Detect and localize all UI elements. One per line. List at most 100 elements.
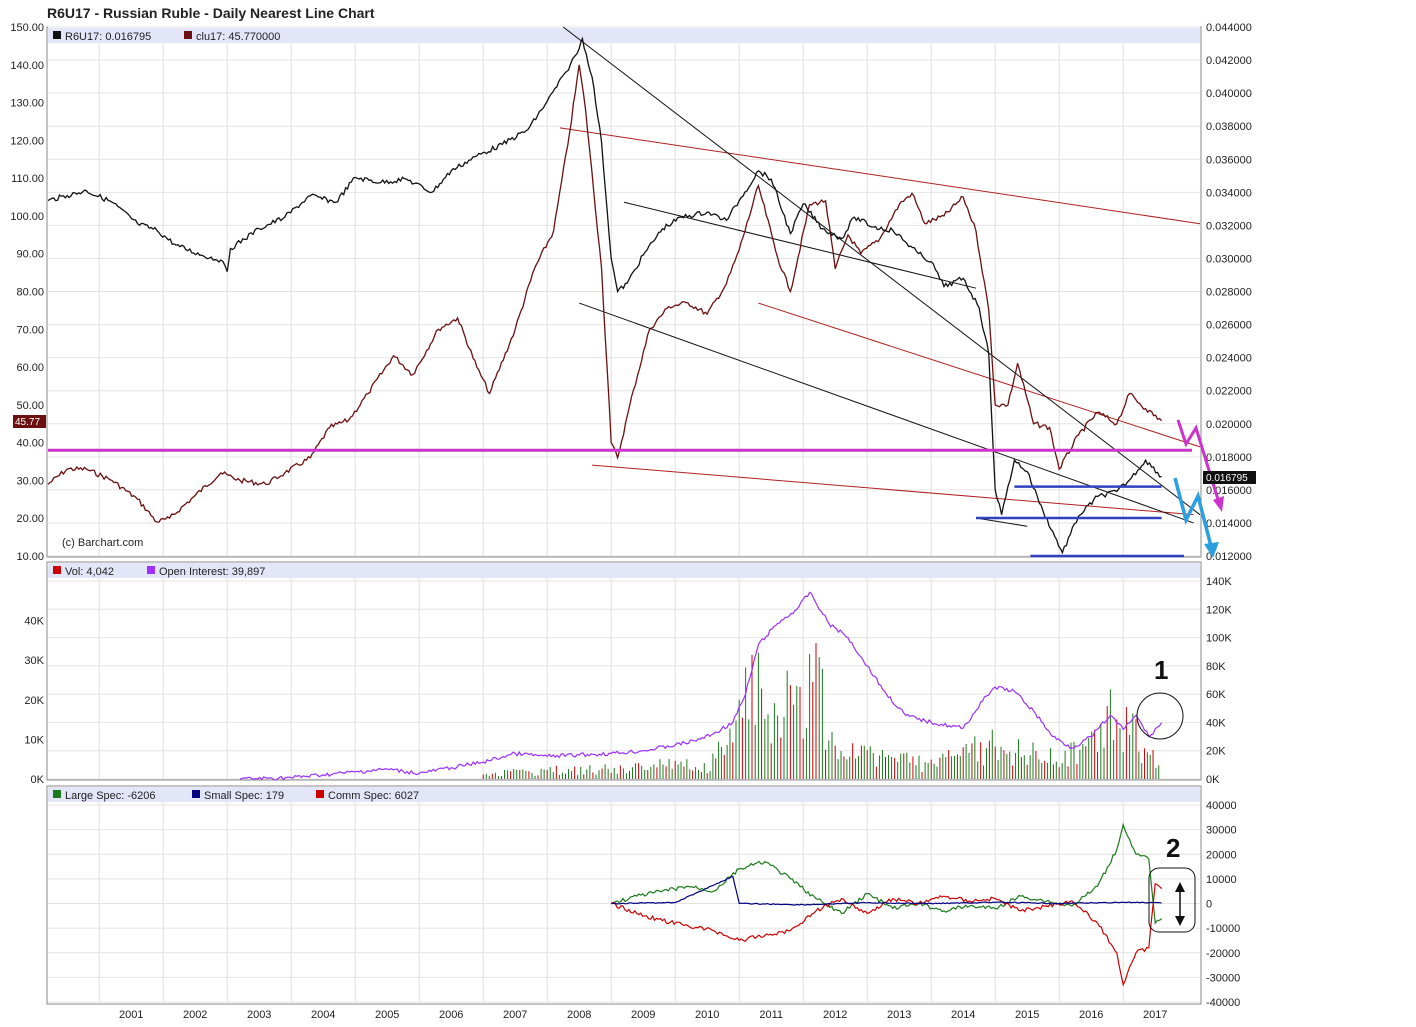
series-line-small-spec bbox=[611, 875, 1162, 906]
legend-label-small-spec: Small Spec: 179 bbox=[204, 790, 284, 802]
x-tick-label: 2002 bbox=[183, 1009, 207, 1021]
left-tick-label: 30K bbox=[24, 655, 44, 667]
left-tick-label: 10K bbox=[24, 734, 44, 746]
left-tick-label: 40K bbox=[24, 616, 44, 628]
x-tick-label: 2017 bbox=[1143, 1009, 1167, 1021]
right-tick-label: 0.024000 bbox=[1206, 353, 1252, 365]
legend-swatch-crude bbox=[184, 31, 192, 39]
right-tick-label: 0.028000 bbox=[1206, 287, 1252, 299]
right-tick-label: 0.044000 bbox=[1206, 22, 1252, 34]
right-tick-label: 0.018000 bbox=[1206, 452, 1252, 464]
left-tick-label: 140.00 bbox=[10, 60, 44, 72]
x-tick-label: 2011 bbox=[759, 1009, 783, 1021]
x-tick-label: 2016 bbox=[1079, 1009, 1103, 1021]
annotation-label-2: 2 bbox=[1166, 833, 1180, 863]
x-tick-label: 2012 bbox=[823, 1009, 847, 1021]
left-tick-label: 10.00 bbox=[16, 551, 44, 563]
legend-label-crude: clu17: 45.770000 bbox=[196, 31, 280, 43]
legend-label-large-spec: Large Spec: -6206 bbox=[65, 790, 156, 802]
double-arrow-icon bbox=[1175, 882, 1185, 926]
right-tick-label: -20000 bbox=[1206, 948, 1240, 960]
legend-swatch-volume bbox=[53, 566, 61, 574]
right-tick-label: 10000 bbox=[1206, 874, 1237, 886]
credit-label: (c) Barchart.com bbox=[62, 537, 143, 549]
arrow-magenta-head bbox=[1213, 496, 1224, 512]
right-tick-label: 0.026000 bbox=[1206, 320, 1252, 332]
right-tick-label: 0.022000 bbox=[1206, 386, 1252, 398]
right-tick-label: 80K bbox=[1206, 661, 1226, 673]
left-tick-label: 0K bbox=[31, 774, 45, 786]
trend-line-black bbox=[975, 517, 1028, 527]
x-tick-label: 2014 bbox=[951, 1009, 975, 1021]
x-tick-label: 2005 bbox=[375, 1009, 399, 1021]
right-tick-label: 0K bbox=[1206, 774, 1220, 786]
legend-label-ruble: R6U17: 0.016795 bbox=[65, 31, 151, 43]
left-tick-label: 150.00 bbox=[10, 22, 44, 34]
legend-swatch-ruble bbox=[53, 31, 61, 39]
right-tick-label: 0.014000 bbox=[1206, 518, 1252, 530]
left-tick-label: 50.00 bbox=[16, 400, 44, 412]
legend-label-comm-spec: Comm Spec: 6027 bbox=[328, 790, 419, 802]
annotations bbox=[48, 419, 1224, 558]
x-tick-label: 2008 bbox=[567, 1009, 591, 1021]
right-tick-label: 0.032000 bbox=[1206, 220, 1252, 232]
left-tick-label: 90.00 bbox=[16, 249, 44, 261]
chart-title: R6U17 - Russian Ruble - Daily Nearest Li… bbox=[47, 5, 375, 21]
x-tick-label: 2004 bbox=[311, 1009, 335, 1021]
trend-line-black bbox=[623, 201, 977, 289]
last-value-tag-ruble-bg bbox=[1203, 471, 1256, 484]
right-tick-label: 20000 bbox=[1206, 849, 1237, 861]
trend-line-red bbox=[559, 127, 1201, 225]
right-tick-label: 0.038000 bbox=[1206, 121, 1252, 133]
right-tick-label: 100K bbox=[1206, 633, 1232, 645]
right-tick-label: 60K bbox=[1206, 689, 1226, 701]
x-tick-label: 2003 bbox=[247, 1009, 271, 1021]
arrow-blue bbox=[1173, 477, 1214, 551]
left-tick-label: 30.00 bbox=[16, 475, 44, 487]
x-tick-label: 2006 bbox=[439, 1009, 463, 1021]
left-tick-label: 120.00 bbox=[10, 135, 44, 147]
right-tick-label: 140K bbox=[1206, 576, 1232, 588]
right-tick-label: 30000 bbox=[1206, 825, 1237, 837]
x-tick-label: 2013 bbox=[887, 1009, 911, 1021]
right-tick-label: -30000 bbox=[1206, 972, 1240, 984]
right-tick-label: 0.020000 bbox=[1206, 419, 1252, 431]
x-tick-label: 2007 bbox=[503, 1009, 527, 1021]
right-tick-label: 0.034000 bbox=[1206, 187, 1252, 199]
x-tick-label: 2001 bbox=[119, 1009, 143, 1021]
cot-legend-band bbox=[48, 787, 1200, 802]
right-tick-label: 0 bbox=[1206, 899, 1212, 911]
left-tick-label: 70.00 bbox=[16, 324, 44, 336]
left-tick-label: 20.00 bbox=[16, 513, 44, 525]
legend-label-open-interest: Open Interest: 39,897 bbox=[159, 566, 265, 578]
trend-lines bbox=[559, 26, 1201, 527]
right-tick-label: 0.040000 bbox=[1206, 88, 1252, 100]
series-line-large-spec bbox=[610, 822, 1162, 925]
legend-swatch-comm-spec bbox=[316, 790, 324, 798]
left-tick-label: 20K bbox=[24, 695, 44, 707]
trend-line-red bbox=[591, 464, 1194, 516]
annotation-label-1: 1 bbox=[1154, 655, 1168, 685]
annotation-circle-1 bbox=[1136, 692, 1184, 740]
series-line-crude bbox=[47, 64, 1163, 523]
x-tick-label: 2015 bbox=[1015, 1009, 1039, 1021]
annotation-box-2 bbox=[1148, 867, 1196, 933]
right-tick-label: 0.042000 bbox=[1206, 55, 1252, 67]
left-tick-label: 110.00 bbox=[11, 173, 44, 185]
last-value-tag-crude: 45.77 bbox=[15, 417, 40, 428]
cot-panel-frame bbox=[46, 785, 1202, 1005]
right-tick-label: 120K bbox=[1206, 604, 1232, 616]
volume-panel-frame bbox=[46, 561, 1202, 781]
last-value-tag-ruble: 0.016795 bbox=[1206, 473, 1248, 484]
right-tick-label: -40000 bbox=[1206, 997, 1240, 1009]
left-tick-label: 40.00 bbox=[16, 438, 44, 450]
trend-line-black bbox=[562, 26, 1201, 516]
right-tick-label: 0.012000 bbox=[1206, 551, 1252, 563]
right-tick-label: 40K bbox=[1206, 717, 1226, 729]
legend-swatch-large-spec bbox=[53, 790, 61, 798]
price-legend-band bbox=[48, 28, 1200, 43]
left-tick-label: 130.00 bbox=[10, 98, 44, 110]
trend-line-red bbox=[758, 302, 1201, 448]
left-tick-label: 100.00 bbox=[10, 211, 44, 223]
arrow-blue-head bbox=[1204, 542, 1219, 558]
